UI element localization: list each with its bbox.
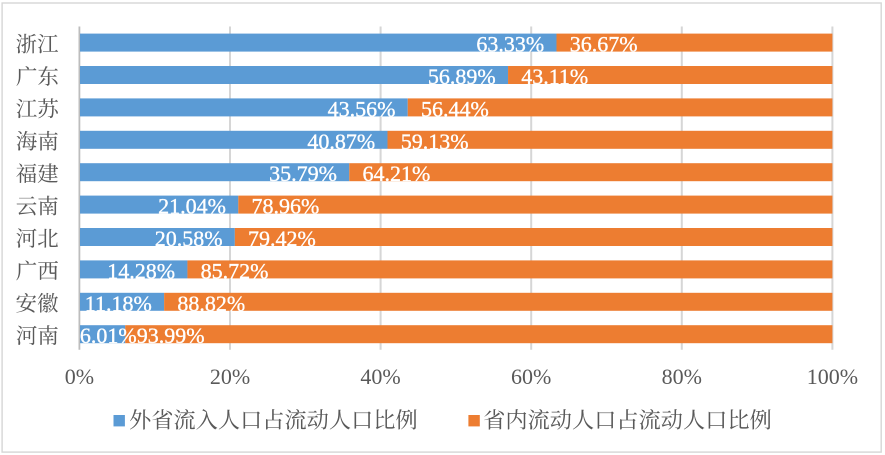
svg-text:56.89%: 56.89%: [428, 64, 496, 89]
svg-text:63.33%: 63.33%: [476, 32, 544, 57]
svg-text:36.67%: 36.67%: [570, 32, 638, 57]
svg-text:35.79%: 35.79%: [269, 161, 337, 186]
svg-text:85.72%: 85.72%: [201, 258, 269, 283]
svg-text:14.28%: 14.28%: [107, 258, 175, 283]
svg-text:43.11%: 43.11%: [521, 64, 588, 89]
svg-text:79.42%: 79.42%: [248, 226, 316, 251]
svg-text:80%: 80%: [662, 364, 702, 389]
svg-text:0%: 0%: [65, 364, 94, 389]
svg-text:43.56%: 43.56%: [328, 96, 396, 121]
svg-text:59.13%: 59.13%: [401, 129, 469, 154]
svg-text:56.44%: 56.44%: [421, 96, 489, 121]
svg-text:6.01%: 6.01%: [80, 323, 137, 348]
svg-text:20%: 20%: [210, 364, 250, 389]
svg-text:100%: 100%: [807, 364, 858, 389]
svg-text:93.99%: 93.99%: [137, 323, 205, 348]
svg-text:78.96%: 78.96%: [252, 194, 320, 219]
svg-text:20.58%: 20.58%: [155, 226, 223, 251]
svg-text:60%: 60%: [511, 364, 551, 389]
svg-text:21.04%: 21.04%: [158, 194, 226, 219]
svg-text:40.87%: 40.87%: [307, 129, 375, 154]
svg-text:40%: 40%: [360, 364, 400, 389]
svg-text:88.82%: 88.82%: [177, 291, 245, 316]
svg-text:11.18%: 11.18%: [85, 291, 152, 316]
svg-text:64.21%: 64.21%: [362, 161, 430, 186]
